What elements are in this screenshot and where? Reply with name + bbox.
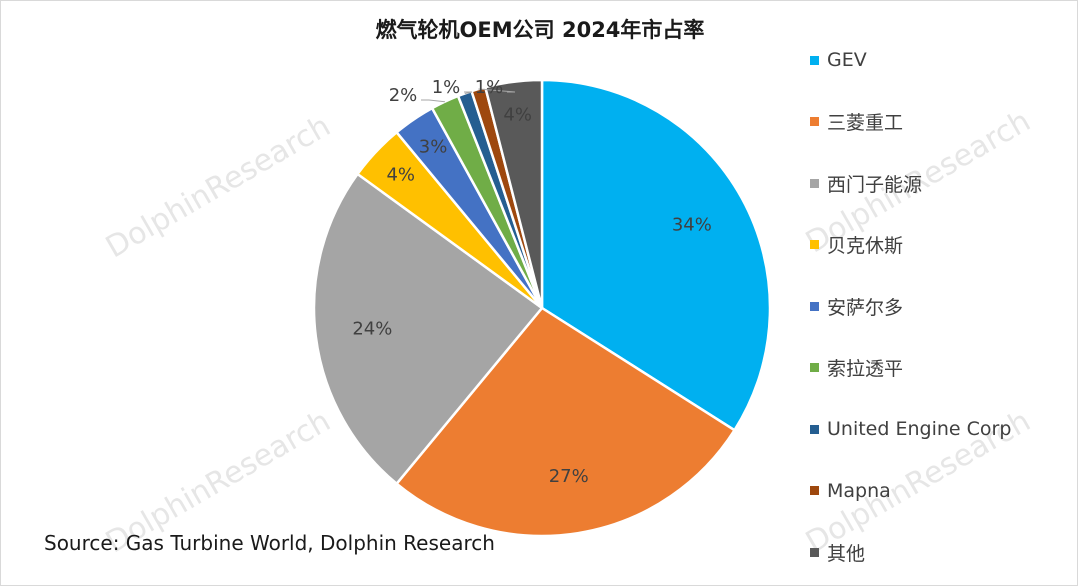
pie-slice-其他 [483, 78, 544, 309]
legend-item-索拉透平: 索拉透平 [810, 353, 903, 383]
data-label-安萨尔多: 3% [419, 137, 448, 158]
data-label-贝克休斯: 4% [386, 164, 415, 185]
data-label-索拉透平: 2% [389, 85, 418, 106]
data-label-mapna: 1% [475, 77, 504, 98]
legend-swatch [810, 486, 819, 495]
legend-label: 三菱重工 [827, 112, 904, 134]
legend-item-西门子能源: 西门子能源 [810, 168, 922, 198]
pie-slice-三菱重工 [394, 306, 737, 538]
pie-slice-西门子能源 [312, 172, 544, 486]
legend-swatch [810, 240, 819, 249]
leader-line-索拉透平 [421, 99, 445, 103]
legend-item-united-engine-corp: United Engine Corp [810, 414, 1011, 444]
legend-swatch [810, 117, 819, 126]
data-label-其他: 4% [503, 105, 532, 126]
data-label-gev: 34% [672, 215, 712, 236]
source-note: Source: Gas Turbine World, Dolphin Resea… [44, 531, 495, 555]
legend-label: Mapna [827, 479, 891, 502]
legend-item-贝克休斯: 贝克休斯 [810, 230, 903, 260]
legend-item-mapna: Mapna [810, 476, 891, 506]
legend-swatch [810, 363, 819, 372]
legend-label: 贝克休斯 [827, 235, 904, 257]
legend-item-三菱重工: 三菱重工 [810, 107, 903, 137]
legend-label: 其他 [827, 542, 866, 565]
pie-slice-gev [540, 78, 772, 432]
legend-item-安萨尔多: 安萨尔多 [810, 291, 903, 321]
leader-line-mapna [478, 88, 516, 93]
legend-swatch [810, 424, 819, 434]
legend-swatch [810, 178, 819, 188]
legend-label: GEV [827, 49, 867, 71]
legend-item-其他: 其他 [810, 537, 865, 567]
data-label-united-engine-corp: 1% [432, 77, 461, 98]
legend-item-gev: GEV [810, 45, 867, 75]
legend-label: 索拉透平 [827, 358, 904, 380]
legend-label: 安萨尔多 [827, 296, 904, 319]
legend-swatch [810, 301, 819, 311]
legend-label: United Engine Corp [827, 418, 1012, 440]
leader-line-united-engine-corp [464, 91, 473, 94]
legend-swatch [810, 547, 819, 557]
data-label-三菱重工: 27% [549, 466, 589, 487]
data-label-西门子能源: 24% [352, 318, 392, 339]
legend-swatch [810, 55, 819, 65]
legend-label: 西门子能源 [827, 173, 923, 196]
chart-title: 燃气轮机OEM公司 2024年市占率 [375, 18, 705, 42]
